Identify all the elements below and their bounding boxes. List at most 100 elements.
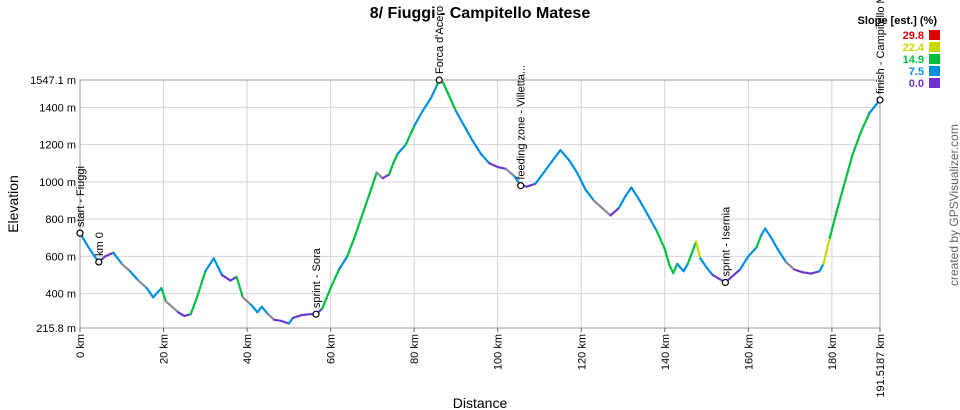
profile-segment <box>711 274 721 280</box>
x-tick-label: 0 km <box>75 334 87 358</box>
profile-segment <box>260 305 270 316</box>
grid <box>79 79 881 329</box>
profile-segment <box>396 143 407 156</box>
waypoint-marker <box>312 310 320 318</box>
y-axis-label: Elevation <box>5 175 21 233</box>
waypoint-label: Forca d'Acero <box>434 6 446 74</box>
profile-segment <box>686 251 694 265</box>
profile-segment <box>371 171 378 187</box>
legend-swatch <box>929 78 940 88</box>
profile-segment <box>575 171 587 191</box>
slope-legend: Slope [est.] (%) 29.822.414.97.50.0 <box>858 15 940 90</box>
profile-segment <box>287 316 295 325</box>
waypoint-marker <box>435 76 443 84</box>
profile-segment <box>851 130 863 156</box>
waypoints: start - Fiuggi km 0 sprint - Sora Forca d'A… <box>75 0 887 318</box>
profile-segment <box>592 199 604 210</box>
y-tick-label: 1000 m <box>39 177 76 189</box>
y-axis-ticks: 215.8 m 400 m 600 m 800 m 1000 m 1200 m 1400 m… <box>30 75 76 335</box>
profile-segment <box>834 182 846 215</box>
legend-value: 29.8 <box>903 30 924 42</box>
x-tick-label: 40 km <box>242 334 254 364</box>
x-tick-label: 180 km <box>827 334 839 370</box>
x-axis-ticks: 0 km 20 km 40 km 60 km 80 km 100 km 120 km 140 … <box>75 328 887 398</box>
waypoint-marker <box>876 96 884 104</box>
profile-segment <box>362 184 374 211</box>
profile-segment <box>160 287 167 303</box>
waypoint-label: sprint - Sora <box>311 247 323 308</box>
profile-segment <box>525 182 537 188</box>
profile-segment <box>505 167 516 178</box>
profile-segment <box>776 247 788 264</box>
profile-segment <box>229 275 238 282</box>
waypoint-label: sprint - Isernia <box>720 206 732 277</box>
profile-segment <box>454 109 466 128</box>
profile-segment <box>337 255 349 271</box>
x-tick-label: 60 km <box>326 334 338 364</box>
profile-segment <box>550 149 562 163</box>
profile-segment <box>646 214 658 232</box>
profile-segment <box>600 206 612 217</box>
legend-swatch <box>929 30 940 40</box>
x-tick-label: 160 km <box>743 334 755 370</box>
profile-segment <box>279 319 290 325</box>
profile-segment <box>388 162 395 176</box>
waypoint-marker <box>76 229 84 237</box>
profile-segment <box>442 82 449 94</box>
profile-segment <box>235 275 244 299</box>
profile-segment <box>152 287 163 299</box>
x-tick-label: 20 km <box>159 334 171 364</box>
waypoint-label: km 0 <box>94 232 106 256</box>
profile-segment <box>755 234 763 249</box>
profile-segment <box>266 313 276 321</box>
x-axis-label: Distance <box>453 395 508 410</box>
profile-segment <box>112 251 123 265</box>
profile-segment <box>381 173 391 180</box>
legend-swatch <box>929 42 940 52</box>
legend-swatch <box>929 54 940 64</box>
profile-segment <box>667 262 675 275</box>
legend-title: Slope [est.] (%) <box>858 15 938 27</box>
profile-segment <box>241 296 253 306</box>
y-tick-label: 1547.1 m <box>30 75 76 87</box>
profile-segment <box>567 158 579 174</box>
y-tick-label: 600 m <box>45 251 76 263</box>
legend-value: 22.4 <box>903 42 925 54</box>
profile-segment <box>329 268 341 290</box>
profile-segment <box>699 257 708 269</box>
elevation-profile <box>78 78 882 325</box>
profile-segment <box>250 303 259 314</box>
profile-segment <box>137 279 148 290</box>
profile-segment <box>617 195 627 210</box>
chart-title: 8/ Fiuggi - Campitello Matese <box>370 5 591 22</box>
waypoint-label: start - Fiuggi <box>75 166 87 227</box>
profile-segment <box>859 111 871 133</box>
profile-segment <box>655 229 666 251</box>
profile-segment <box>763 227 773 239</box>
profile-segment <box>404 124 416 146</box>
profile-segment <box>784 260 796 271</box>
profile-segment <box>392 152 399 165</box>
y-tick-label: 800 m <box>45 214 76 226</box>
legend-value: 14.9 <box>903 54 924 66</box>
profile-segment <box>793 268 804 274</box>
profile-segment <box>375 171 384 180</box>
profile-segment <box>189 296 199 316</box>
y-tick-label: 1200 m <box>39 140 76 152</box>
waypoint-label: feeding zone - Villetta... <box>516 65 528 180</box>
profile-segment <box>559 149 570 161</box>
legend-value: 0.0 <box>909 78 924 90</box>
profile-segment <box>103 251 115 258</box>
profile-segment <box>609 206 621 217</box>
y-tick-label: 1400 m <box>39 102 76 114</box>
profile-segment <box>770 236 779 251</box>
x-tick-label: 80 km <box>409 334 421 364</box>
profile-segment <box>164 300 173 308</box>
profile-segment <box>291 314 303 319</box>
profile-segment <box>747 246 758 258</box>
profile-segment <box>730 268 742 278</box>
profile-segment <box>220 274 232 282</box>
profile-segment <box>87 246 96 258</box>
profile-segment <box>145 287 155 299</box>
profile-segment <box>256 305 263 314</box>
